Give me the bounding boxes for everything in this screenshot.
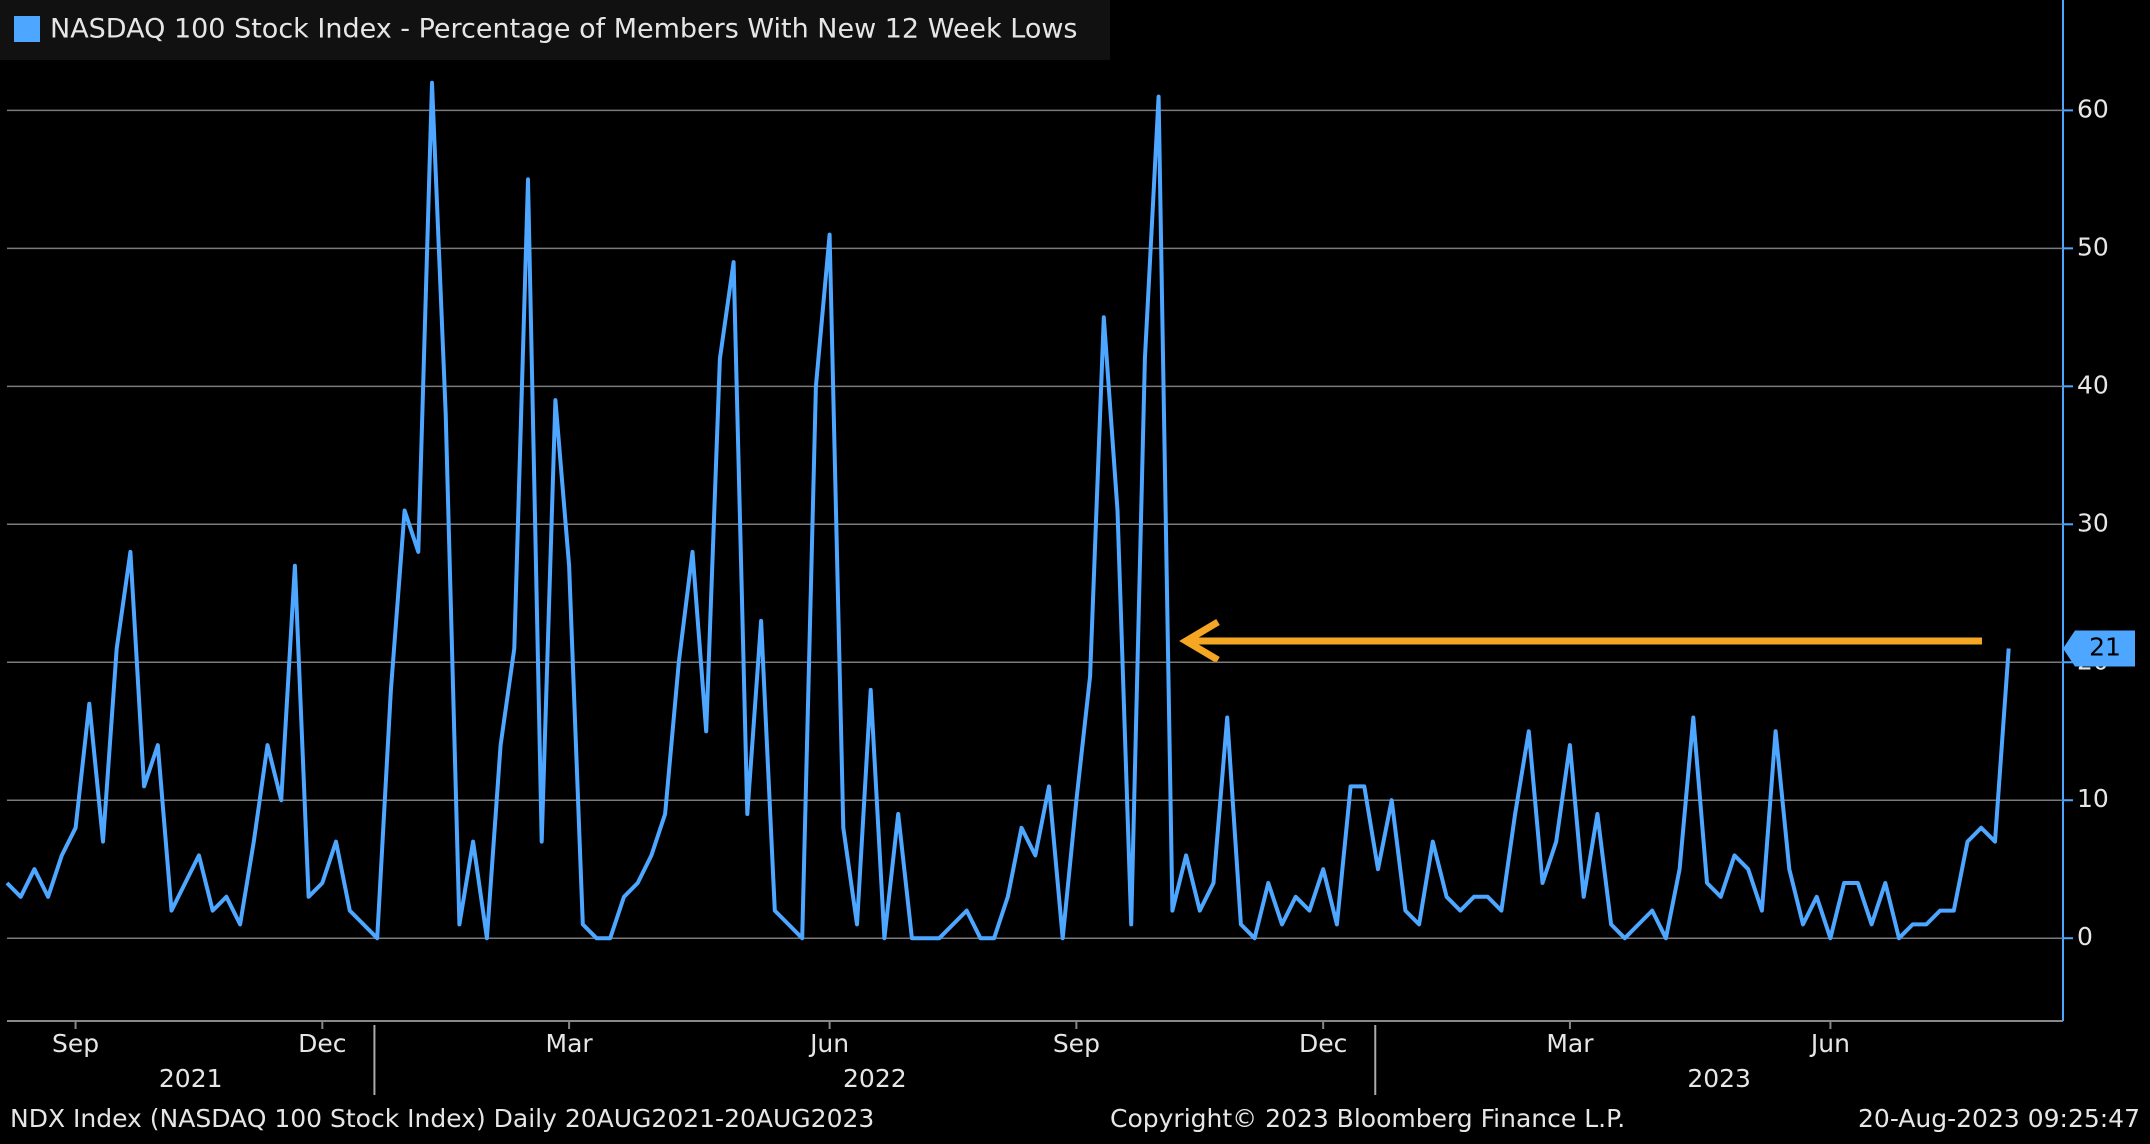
x-year-label: 2022 — [843, 1064, 907, 1093]
x-tick-label: Mar — [1546, 1029, 1594, 1058]
footer-right: 20-Aug-2023 09:25:47 — [1858, 1104, 2140, 1133]
x-year-label: 2021 — [159, 1064, 223, 1093]
x-tick-label: Jun — [808, 1029, 849, 1058]
last-value-label: 21 — [2089, 632, 2121, 661]
y-tick-label: 0 — [2077, 922, 2093, 951]
last-value-box — [2063, 630, 2135, 667]
y-tick-label: 40 — [2077, 370, 2109, 399]
x-tick-label: Jun — [1809, 1029, 1850, 1058]
x-tick-label: Sep — [52, 1029, 99, 1058]
legend-swatch — [14, 16, 40, 42]
x-tick-label: Sep — [1053, 1029, 1100, 1058]
footer-left: NDX Index (NASDAQ 100 Stock Index) Daily… — [10, 1104, 874, 1133]
y-tick-label: 30 — [2077, 508, 2109, 537]
footer-center: Copyright© 2023 Bloomberg Finance L.P. — [1110, 1104, 1625, 1133]
y-tick-label: 10 — [2077, 784, 2109, 813]
y-tick-label: 50 — [2077, 232, 2109, 261]
legend-background — [0, 0, 1110, 60]
x-tick-label: Dec — [1299, 1029, 1347, 1058]
legend-label: NASDAQ 100 Stock Index - Percentage of M… — [50, 14, 1078, 45]
x-year-label: 2023 — [1687, 1064, 1751, 1093]
data-line — [5, 80, 2011, 941]
y-tick-label: 60 — [2077, 94, 2109, 123]
x-tick-label: Mar — [546, 1029, 594, 1058]
annotation-arrowhead — [1179, 618, 1220, 664]
x-tick-label: Dec — [298, 1029, 346, 1058]
